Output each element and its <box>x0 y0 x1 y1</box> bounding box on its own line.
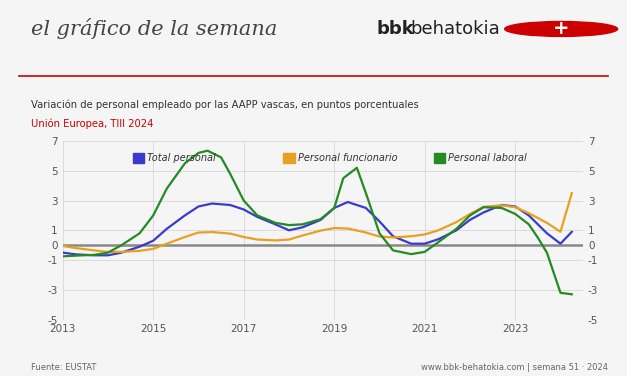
Text: Fuente: EUSTAT: Fuente: EUSTAT <box>31 363 97 372</box>
Text: Unión Europea, TIII 2024: Unión Europea, TIII 2024 <box>31 118 154 129</box>
Text: el gráfico de la semana: el gráfico de la semana <box>31 18 278 39</box>
Text: Personal funcionario: Personal funcionario <box>298 153 398 163</box>
Circle shape <box>505 21 618 36</box>
Text: Personal laboral: Personal laboral <box>448 153 527 163</box>
Text: Total personal: Total personal <box>147 153 216 163</box>
Text: bbk: bbk <box>376 20 414 38</box>
Text: +: + <box>553 20 569 38</box>
Text: www.bbk-behatokia.com | semana 51 · 2024: www.bbk-behatokia.com | semana 51 · 2024 <box>421 363 608 372</box>
Text: Variación de personal empleado por las AAPP vascas, en puntos porcentuales: Variación de personal empleado por las A… <box>31 100 419 110</box>
Text: behatokia: behatokia <box>411 20 500 38</box>
